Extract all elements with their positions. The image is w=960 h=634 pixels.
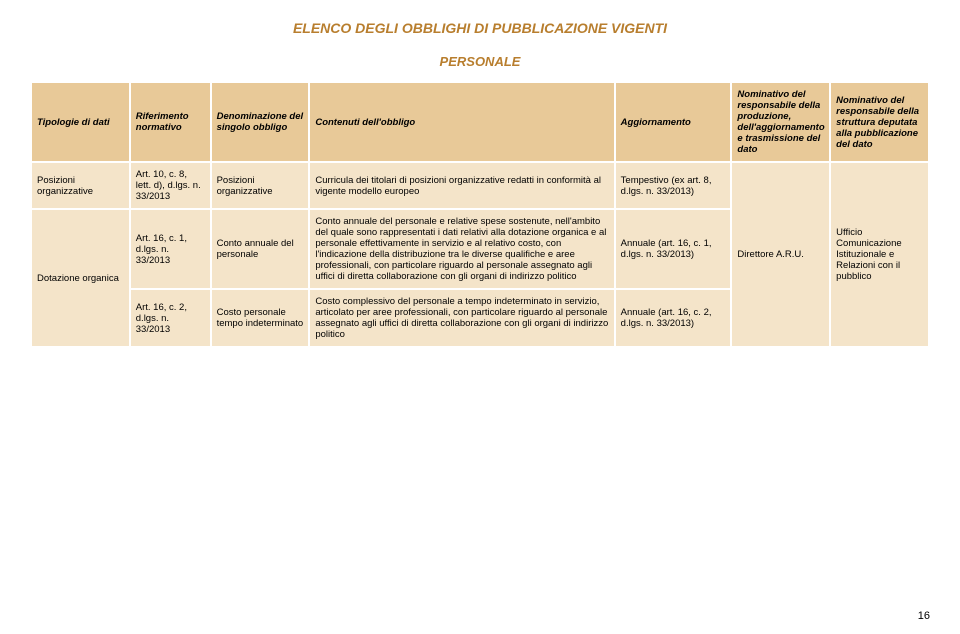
table-header-row: Tipologie di dati Riferimento normativo … xyxy=(31,82,929,162)
cell-aggiornamento: Annuale (art. 16, c. 2, d.lgs. n. 33/201… xyxy=(615,289,732,347)
cell-responsabile-produzione: Direttore A.R.U. xyxy=(731,162,830,347)
table-row: Posizioni organizzative Art. 10, c. 8, l… xyxy=(31,162,929,209)
cell-contenuti: Costo complessivo del personale a tempo … xyxy=(309,289,614,347)
page-number: 16 xyxy=(918,610,930,622)
cell-contenuti: Conto annuale del personale e relative s… xyxy=(309,209,614,289)
section-title: PERSONALE xyxy=(30,54,930,69)
col-header: Nominativo del responsabile della strutt… xyxy=(830,82,929,162)
cell-denominazione: Costo personale tempo indeterminato xyxy=(211,289,310,347)
col-header: Nominativo del responsabile della produz… xyxy=(731,82,830,162)
col-header: Tipologie di dati xyxy=(31,82,130,162)
obligations-table: Tipologie di dati Riferimento normativo … xyxy=(30,81,930,348)
col-header: Riferimento normativo xyxy=(130,82,211,162)
main-title: ELENCO DEGLI OBBLIGHI DI PUBBLICAZIONE V… xyxy=(30,20,930,36)
col-header: Contenuti dell'obbligo xyxy=(309,82,614,162)
cell-denominazione: Conto annuale del personale xyxy=(211,209,310,289)
cell-denominazione: Posizioni organizzative xyxy=(211,162,310,209)
col-header: Aggiornamento xyxy=(615,82,732,162)
cell-riferimento: Art. 10, c. 8, lett. d), d.lgs. n. 33/20… xyxy=(130,162,211,209)
cell-responsabile-pubblicazione: Ufficio Comunicazione Istituzionale e Re… xyxy=(830,162,929,347)
cell-riferimento: Art. 16, c. 2, d.lgs. n. 33/2013 xyxy=(130,289,211,347)
cell-tipologie: Dotazione organica xyxy=(31,209,130,347)
cell-aggiornamento: Tempestivo (ex art. 8, d.lgs. n. 33/2013… xyxy=(615,162,732,209)
cell-tipologie: Posizioni organizzative xyxy=(31,162,130,209)
cell-aggiornamento: Annuale (art. 16, c. 1, d.lgs. n. 33/201… xyxy=(615,209,732,289)
cell-riferimento: Art. 16, c. 1, d.lgs. n. 33/2013 xyxy=(130,209,211,289)
col-header: Denominazione del singolo obbligo xyxy=(211,82,310,162)
cell-contenuti: Curricula dei titolari di posizioni orga… xyxy=(309,162,614,209)
